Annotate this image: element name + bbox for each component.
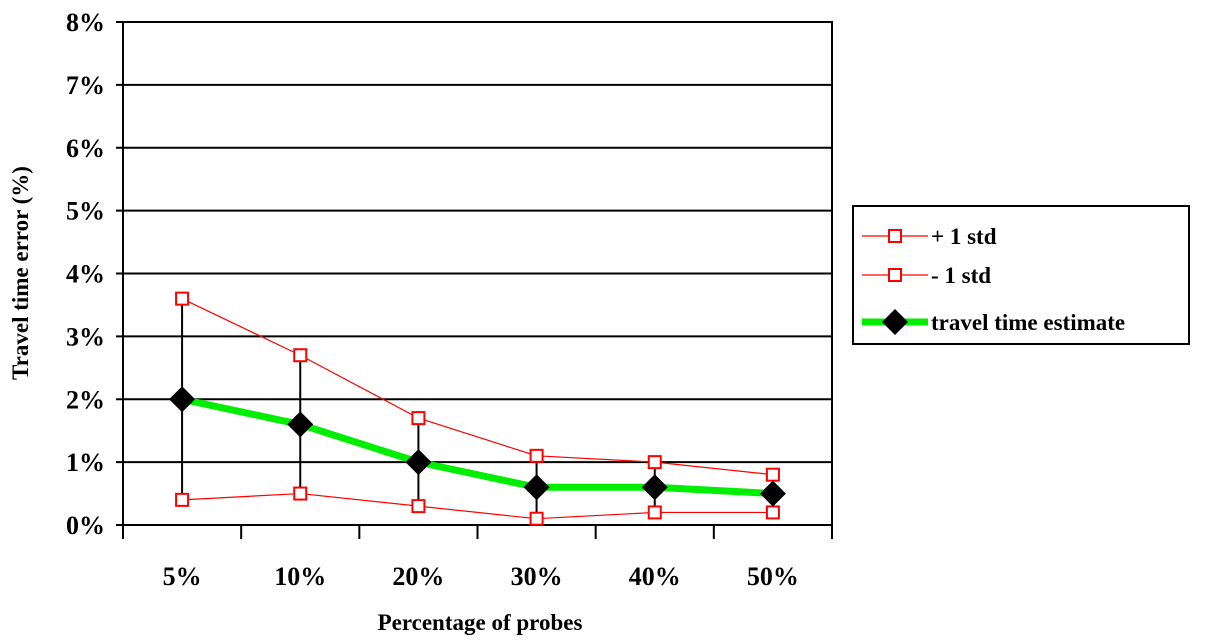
y-axis-title: Travel time error (%) (8, 166, 33, 380)
series-layer (169, 291, 786, 526)
x-axis-title: Percentage of probes (378, 610, 583, 635)
series-line-minus-1-std (182, 492, 773, 520)
y-tick-label: 6% (66, 134, 105, 163)
x-tick-label: 40% (629, 562, 681, 591)
point-travel-time-estimate (405, 449, 432, 476)
point-minus-1-std (529, 511, 544, 526)
legend-label: - 1 std (931, 263, 991, 288)
series-line-travel-time-estimate (181, 395, 774, 498)
y-tick-label: 4% (66, 260, 105, 289)
legend-swatch-marker (888, 229, 902, 243)
point-travel-time-estimate (759, 480, 786, 507)
y-tick-label: 5% (66, 197, 105, 226)
y-tick-label: 1% (66, 448, 105, 477)
point-minus-1-std (411, 499, 426, 514)
point-minus-1-std (647, 505, 662, 520)
x-tick-label: 50% (747, 562, 799, 591)
point-plus-1-std (529, 448, 544, 463)
legend-swatch-marker (882, 309, 908, 335)
point-travel-time-estimate (641, 474, 668, 501)
x-tick-label: 5% (163, 562, 202, 591)
legend-label: travel time estimate (931, 310, 1125, 335)
legend-swatch-marker (888, 268, 902, 282)
x-tick-label: 30% (511, 562, 563, 591)
x-axis-ticks: 5% 10% 20% 30% 40% 50% (122, 525, 833, 591)
x-tick-label: 20% (392, 562, 444, 591)
y-tick-label: 2% (66, 385, 105, 414)
point-plus-1-std (293, 348, 308, 363)
point-minus-1-std (175, 492, 190, 507)
point-plus-1-std (765, 467, 780, 482)
y-axis-ticks: 0% 1% 2% 3% 4% 5% 6% 7% 8% (66, 8, 123, 540)
x-tick-label: 10% (274, 562, 326, 591)
point-travel-time-estimate (523, 474, 550, 501)
point-plus-1-std (647, 455, 662, 470)
legend-label: + 1 std (931, 224, 997, 249)
point-travel-time-estimate (169, 386, 196, 413)
point-minus-1-std (765, 505, 780, 520)
point-plus-1-std (175, 291, 190, 306)
series-line-plus-1-std (181, 298, 773, 476)
y-tick-label: 8% (66, 8, 105, 37)
point-minus-1-std (293, 486, 308, 501)
legend: + 1 std - 1 std travel time estimate (852, 205, 1190, 345)
y-tick-label: 7% (66, 71, 105, 100)
plot-area (122, 21, 833, 526)
y-tick-label: 3% (66, 322, 105, 351)
point-plus-1-std (411, 411, 426, 426)
point-travel-time-estimate (287, 411, 314, 438)
y-tick-label: 0% (66, 511, 105, 540)
